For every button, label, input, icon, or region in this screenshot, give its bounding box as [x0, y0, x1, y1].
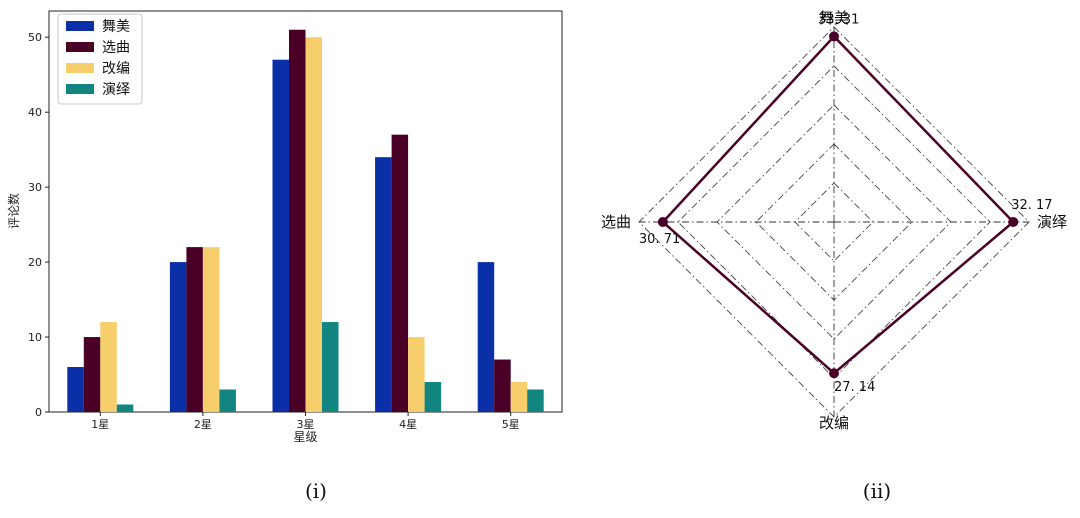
- bar-legend-label: 演绎: [102, 82, 130, 98]
- radar-grid-ring: [716, 104, 952, 340]
- bar-改编-3星: [305, 37, 322, 413]
- bar-舞美-4星: [375, 157, 392, 412]
- bar-选曲-1星: [83, 337, 101, 412]
- bar-legend-swatch: [66, 42, 94, 52]
- bar-y-tick-label: 50: [28, 31, 42, 44]
- radar-axis-label: 舞美: [819, 9, 849, 27]
- bar-改编-2星: [202, 247, 220, 412]
- bar-y-tick-label: 30: [28, 181, 42, 194]
- bar-演绎-4星: [424, 382, 442, 412]
- radar-series-polygon: [661, 34, 1016, 375]
- radar-axis-label: 改编: [819, 414, 849, 432]
- bar-legend-label: 改编: [102, 61, 130, 77]
- radar-value-label: 30. 71: [639, 232, 680, 247]
- bar-legend-label: 舞美: [102, 19, 130, 35]
- bar-选曲-3星: [289, 29, 306, 413]
- bar-x-tick-label: 4星: [399, 418, 417, 431]
- bar-舞美-2星: [169, 262, 187, 412]
- bar-x-tick-label: 3星: [297, 418, 315, 431]
- bar-y-tick-label: 10: [28, 331, 42, 344]
- bar-选曲-2星: [186, 247, 203, 412]
- bar-y-tick-label: 20: [28, 256, 42, 269]
- bar-y-axis-title: 评论数: [6, 193, 21, 229]
- bar-x-tick-label: 5星: [502, 418, 520, 431]
- bar-x-tick-label: 2星: [194, 418, 212, 431]
- bar-x-axis: 1星 2星 3星 4星 5星: [91, 412, 520, 431]
- radar-point-改编: [829, 368, 839, 379]
- bar-演绎-5星: [527, 389, 544, 412]
- bar-演绎-2星: [219, 389, 236, 412]
- bar-y-tick-label: 0: [35, 406, 42, 419]
- panel-caption-ii: (ii): [863, 479, 891, 503]
- bar-legend-swatch: [66, 63, 94, 73]
- radar-series-points: [657, 31, 1019, 379]
- bar-legend-swatch: [66, 84, 94, 94]
- radar-point-演绎: [1008, 217, 1019, 227]
- bar-舞美-1星: [67, 367, 84, 412]
- bar-选曲-4星: [391, 134, 409, 412]
- bar-改编-4星: [408, 337, 425, 412]
- bar-legend-label: 选曲: [102, 40, 130, 56]
- bar-改编-5星: [510, 382, 528, 412]
- bar-x-axis-title: 星级: [293, 430, 317, 444]
- bar-legend-box: [57, 13, 143, 105]
- radar-value-labels: 33. 31 32. 17 27. 14 30. 71: [639, 12, 1053, 395]
- radar-point-舞美: [829, 31, 839, 42]
- panel-caption-i: (i): [305, 479, 327, 503]
- radar-axis-label: 选曲: [601, 213, 631, 231]
- bar-演绎-3星: [322, 322, 339, 412]
- radar-point-选曲: [657, 217, 668, 227]
- bar-选曲-5星: [494, 359, 511, 412]
- bar-marks: [67, 29, 544, 413]
- bar-演绎-1星: [116, 404, 134, 412]
- bar-舞美-3星: [272, 59, 289, 412]
- radar-value-label: 33. 31: [818, 12, 859, 27]
- radar-value-label: 27. 14: [834, 380, 875, 395]
- radar-value-label: 32. 17: [1011, 198, 1052, 213]
- bar-x-tick-label: 1星: [91, 418, 109, 431]
- radar-axis-lines: [639, 27, 1029, 417]
- bar-改编-1星: [100, 322, 117, 412]
- bar-舞美-5星: [477, 262, 495, 412]
- bar-y-tick-label: 40: [28, 106, 42, 119]
- radar-axis-label: 演绎: [1037, 213, 1067, 231]
- bar-y-axis: 0 10 20 30 40 50: [28, 31, 49, 419]
- bar-legend-swatch: [66, 21, 94, 31]
